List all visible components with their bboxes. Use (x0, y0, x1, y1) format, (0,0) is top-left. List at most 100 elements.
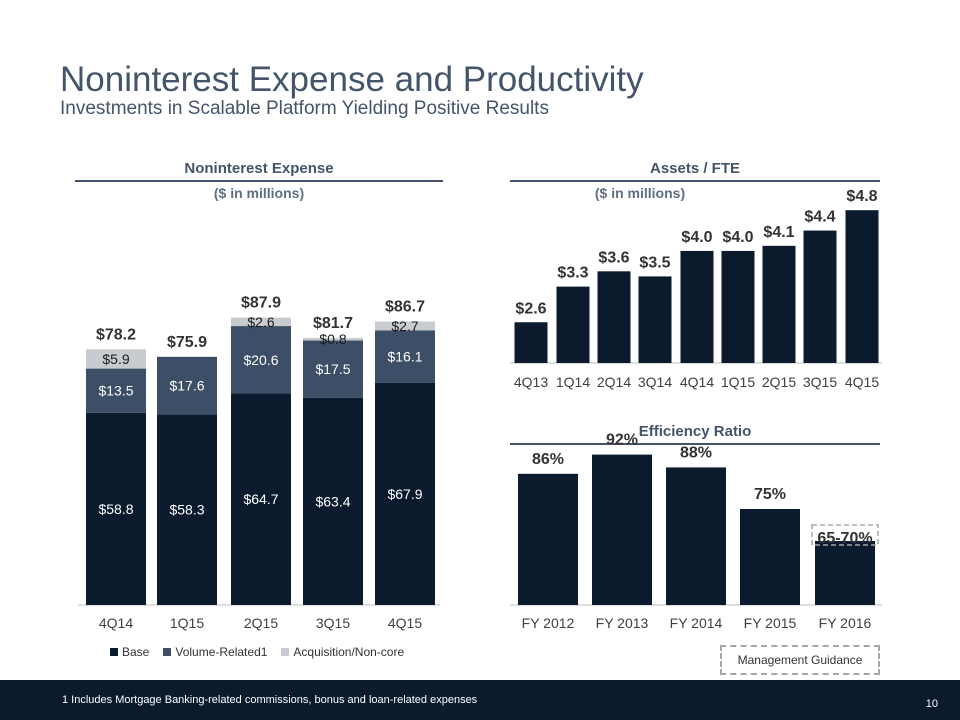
expense-seg-label: $5.9 (102, 351, 129, 367)
efficiency-x-tick-label: FY 2015 (744, 615, 797, 631)
expense-x-tick-label: 4Q14 (99, 615, 133, 631)
expense-seg-label: $58.3 (169, 502, 204, 518)
legend-item-acquisition: Acquisition/Non-core (281, 645, 404, 659)
legend-label-volume: Volume-Related1 (175, 645, 268, 659)
assets-value-label: $3.6 (598, 249, 629, 266)
expense-bar-3q15-seg-0 (303, 397, 363, 605)
expense-seg-label: $20.6 (243, 352, 278, 368)
assets-x-tick-label: 1Q14 (556, 374, 590, 390)
expense-bar-4q14-seg-0 (86, 412, 146, 605)
expense-bar-4q14-seg-1 (86, 368, 146, 413)
assets-x-tick-label: 4Q13 (514, 374, 548, 390)
assets-chart-title: Assets / FTE (649, 160, 741, 177)
expense-seg-label: $17.5 (315, 361, 350, 377)
expense-x-tick-label: 2Q15 (244, 615, 278, 631)
legend-item-base: Base (110, 645, 149, 659)
assets-bar-3q15 (803, 230, 837, 363)
expense-total-label: $87.9 (241, 295, 281, 312)
efficiency-x-tick-label: FY 2014 (670, 615, 723, 631)
expense-bar-4q14-seg-2 (86, 349, 146, 369)
assets-x-tick-label: 3Q14 (638, 374, 672, 390)
assets-x-tick-label: 2Q15 (762, 374, 796, 390)
assets-bar-2q15 (762, 245, 796, 363)
assets-value-label: $4.1 (763, 224, 794, 241)
slide-subtitle: Investments in Scalable Platform Yieldin… (60, 98, 549, 119)
expense-bar-3q15-seg-2 (303, 337, 363, 341)
expense-bar-2q15-seg-1 (231, 326, 291, 394)
expense-chart-subtitle: ($ in millions) (213, 185, 305, 201)
expense-bar-1q15-seg-1 (157, 356, 217, 415)
assets-bar-4q14 (680, 250, 714, 363)
expense-bar-2q15-seg-2 (231, 317, 291, 327)
expense-bar-4q15-seg-2 (375, 321, 435, 331)
legend-label-base: Base (122, 645, 150, 659)
expense-seg-label: $63.4 (315, 493, 350, 509)
expense-legend: Base Volume-Related1 Acquisition/Non-cor… (110, 645, 404, 659)
expense-chart-title: Noninterest Expense (184, 160, 334, 177)
efficiency-bar-fy-2016 (815, 541, 875, 605)
assets-value-label: $4.0 (722, 229, 753, 246)
efficiency-bar-fy-2012 (518, 473, 578, 605)
expense-x-tick-label: 4Q15 (388, 615, 422, 631)
legend-label-acquisition: Acquisition/Non-core (293, 645, 405, 659)
expense-seg-label: $2.6 (247, 314, 274, 330)
expense-total-label: $86.7 (385, 298, 425, 315)
assets-value-label: $3.3 (557, 265, 588, 282)
management-guidance-label: Management Guidance (737, 653, 863, 667)
efficiency-x-tick-label: FY 2012 (522, 615, 575, 631)
assets-x-tick-label: 3Q15 (803, 374, 837, 390)
efficiency-bar-fy-2013 (592, 454, 652, 605)
assets-x-tick-label: 1Q15 (721, 374, 755, 390)
assets-chart-subtitle: ($ in millions) (594, 185, 686, 201)
efficiency-guidance-range-box (811, 524, 879, 546)
legend-swatch-base (110, 648, 118, 656)
expense-seg-label: $2.7 (391, 318, 418, 334)
expense-bar-1q15-seg-0 (157, 414, 217, 605)
footer-bar: 1 Includes Mortgage Banking-related comm… (0, 680, 960, 720)
assets-x-tick-label: 4Q15 (845, 374, 879, 390)
expense-x-tick-label: 3Q15 (316, 615, 350, 631)
expense-seg-label: $67.9 (387, 486, 422, 502)
assets-bar-4q13 (514, 322, 548, 363)
assets-bar-3q14 (638, 276, 672, 363)
expense-seg-label: $13.5 (98, 383, 133, 399)
expense-bar-4q15-seg-0 (375, 382, 435, 605)
efficiency-bar-fy-2015 (740, 509, 800, 605)
efficiency-chart-title: Efficiency Ratio (638, 423, 752, 440)
assets-bar-4q15 (845, 210, 879, 363)
assets-title-rule (510, 180, 880, 182)
efficiency-value-label: 88% (680, 444, 712, 461)
expense-seg-label: $16.1 (387, 349, 422, 365)
efficiency-value-label: 86% (532, 451, 564, 468)
legend-swatch-volume (163, 648, 172, 656)
assets-bar-1q15 (721, 250, 755, 363)
expense-total-label: $78.2 (96, 326, 136, 343)
assets-value-label: $4.0 (681, 229, 712, 246)
assets-value-label: $2.6 (515, 300, 546, 317)
assets-bar-2q14 (597, 271, 631, 363)
expense-seg-label: $17.6 (169, 378, 204, 394)
expense-bar-4q15-seg-1 (375, 330, 435, 383)
assets-value-label: $3.5 (639, 254, 670, 271)
assets-value-label: $4.8 (846, 188, 877, 205)
expense-seg-label: $58.8 (98, 501, 133, 517)
expense-total-label: $75.9 (167, 334, 207, 351)
efficiency-value-label: 75% (754, 486, 786, 503)
expense-bar-3q15-seg-1 (303, 340, 363, 398)
efficiency-title-rule (510, 443, 880, 445)
expense-x-tick-label: 1Q15 (170, 615, 204, 631)
legend-item-volume: Volume-Related1 (163, 645, 267, 659)
management-guidance-box: Management Guidance (720, 645, 880, 675)
slide-title: Noninterest Expense and Productivity (60, 60, 644, 99)
efficiency-bar-fy-2014 (666, 467, 726, 605)
efficiency-value-label: 92% (606, 432, 638, 449)
footnote: 1 Includes Mortgage Banking-related comm… (62, 694, 478, 706)
assets-x-tick-label: 2Q14 (597, 374, 631, 390)
assets-bar-1q14 (556, 286, 590, 363)
assets-value-label: $4.4 (804, 209, 835, 226)
expense-title-rule (75, 180, 443, 182)
assets-x-tick-label: 4Q14 (680, 374, 714, 390)
efficiency-x-tick-label: FY 2013 (596, 615, 649, 631)
efficiency-x-tick-label: FY 2016 (819, 615, 872, 631)
